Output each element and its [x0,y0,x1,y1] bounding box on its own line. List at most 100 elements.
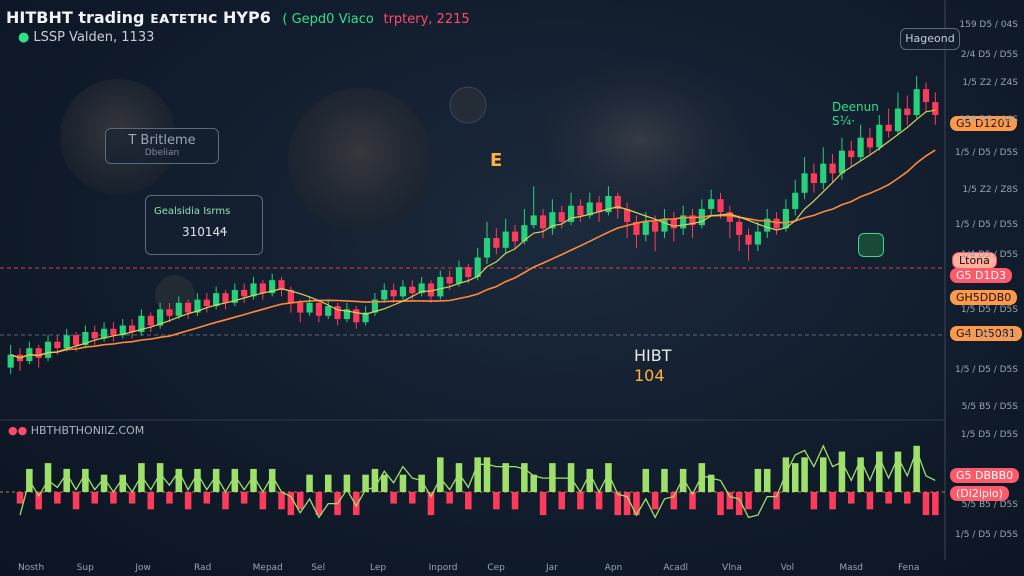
candle-body [185,302,192,313]
candle-body [35,348,42,358]
candle-body [586,202,593,216]
oscillator-bar [427,492,435,516]
oscillator-bar [362,474,369,492]
y-tick-label: 1/5 Z2 / Z4S [962,78,1018,88]
moving-average-orange [10,149,936,359]
oscillator-bar [810,492,818,510]
info-box-value: 31014Ꮞ [182,225,228,239]
oscillator-bar [670,492,678,510]
y-tick-label: 1/5 Z2 / Z8S [962,185,1018,195]
y-tick-label: 5 / D5 / Z5S [964,330,1019,340]
candle-body [418,283,425,294]
candle-body [343,309,350,320]
candle-body [708,199,715,209]
candle-body [558,212,565,222]
candle-body [72,335,80,345]
oscillator-bar [876,451,883,492]
oscillator-bar [904,492,911,504]
oscillator-bar [44,463,52,492]
oscillator-bar [791,463,799,492]
oscillator-bar [698,463,706,492]
oscillator-bar [184,492,192,510]
candle-body [736,221,743,235]
candle-body [437,276,444,297]
candle-body [670,218,677,229]
candle-body [63,335,70,349]
oscillator-bar [623,492,631,516]
oscillator-bar [390,492,397,504]
oscillator-bar [110,492,117,504]
candle-body [157,309,164,326]
globe-small [155,275,195,315]
page-title: HITBHT trading ᴇᴀᴛᴇᴛʜᴄ HYP6 ( Gepd0 Viac… [6,8,470,27]
oscillator-bar [885,492,892,504]
oscillator-bar [35,492,42,510]
candles-group [7,76,939,375]
candle-body [577,205,584,216]
center-label: HIBT 104 [634,346,672,386]
title-red: trptery, 2215 [383,12,470,27]
mid-tag: E [490,150,503,171]
oscillator-bar [63,468,70,492]
oscillator-bar [222,492,229,510]
oscillator-bar [651,492,659,510]
oscillator-bar [801,457,808,492]
candle-body [250,283,257,297]
candle-body [82,332,89,345]
candle-body [371,299,379,313]
y-tick-label: 159 D5 / 04S [959,20,1018,30]
candle-body [596,202,603,213]
candle-body [549,212,556,229]
candle-body [680,215,687,229]
candle-body [567,205,575,222]
top-right-box: Hageond [900,28,960,50]
oscillator-bar [745,492,752,510]
candle-body [792,192,799,209]
oscillator-bar [418,474,425,492]
candle-body [773,218,780,229]
indicator-tag-2: (Di2ipio) [950,486,1009,501]
y-tick-label: 5/5 B5 / D5S [961,500,1018,510]
oscillator-bar [324,474,332,492]
oscillator-bar [72,492,80,510]
oscillator-bar [455,463,463,492]
oscillator-bar [661,468,668,492]
flag-icon: ● [18,30,30,45]
oscillator-bar [605,463,612,492]
globe-center [288,88,432,232]
oscillator-bar [306,474,313,492]
info-box-title: Gealsidia Isrms [154,206,231,217]
oscillator-bar [250,468,257,492]
oscillator-bar [352,492,360,516]
oscillator-bar [203,492,211,504]
candle-body [91,332,98,339]
candle-body [876,124,883,148]
green-badge-icon [858,233,884,257]
oscillator-bar [138,463,145,492]
candle-body [782,208,789,229]
candle-body [362,312,369,323]
oscillator-bar [315,492,323,516]
candle-body [810,173,817,184]
oscillator-bar [595,492,603,510]
candle-body [269,280,276,294]
candle-body [259,283,266,294]
oscillator-bar [819,457,827,492]
candle-body [166,309,173,316]
candle-body [334,306,341,320]
x-tick-label: Mepad [252,563,283,573]
candle-body [764,218,771,232]
candle-body [381,289,388,300]
candle-body [175,302,182,316]
price-tag-4: GH5DDB0 [950,290,1018,305]
candle-body [913,89,920,116]
candle-body [241,289,248,297]
oscillator-bar [493,492,500,510]
candle-body [194,299,201,313]
x-tick-label: Cep [487,563,505,573]
candle-body [829,163,836,174]
candle-body [446,276,453,284]
oscillator-bar [128,492,136,504]
oscillator-bar [754,468,762,492]
